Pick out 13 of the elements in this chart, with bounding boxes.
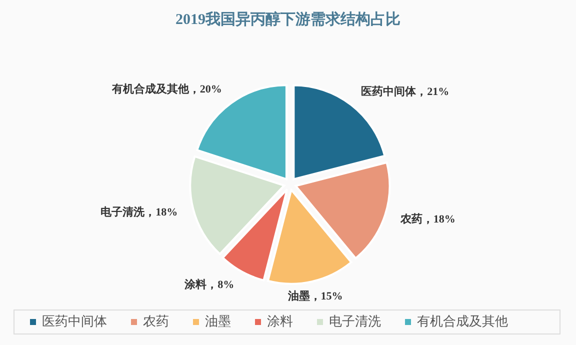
data-label: 有机合成及其他，20% xyxy=(110,82,222,96)
chart-title: 2019我国异丙醇下游需求结构占比 xyxy=(176,11,400,28)
data-label: 农药，18% xyxy=(399,212,456,226)
legend-label: 有机合成及其他 xyxy=(417,314,508,330)
legend-label: 电子清洗 xyxy=(329,314,381,330)
data-label: 医药中间体，21% xyxy=(361,84,450,98)
data-label: 电子清洗，18% xyxy=(100,205,178,218)
legend-label: 油墨 xyxy=(205,314,231,330)
legend-label: 涂料 xyxy=(267,314,293,330)
legend-label: 农药 xyxy=(143,314,169,330)
data-label: 涂料，8% xyxy=(184,278,234,292)
legend-label: 医药中间体 xyxy=(42,314,107,330)
data-label: 油墨，15% xyxy=(286,290,343,303)
